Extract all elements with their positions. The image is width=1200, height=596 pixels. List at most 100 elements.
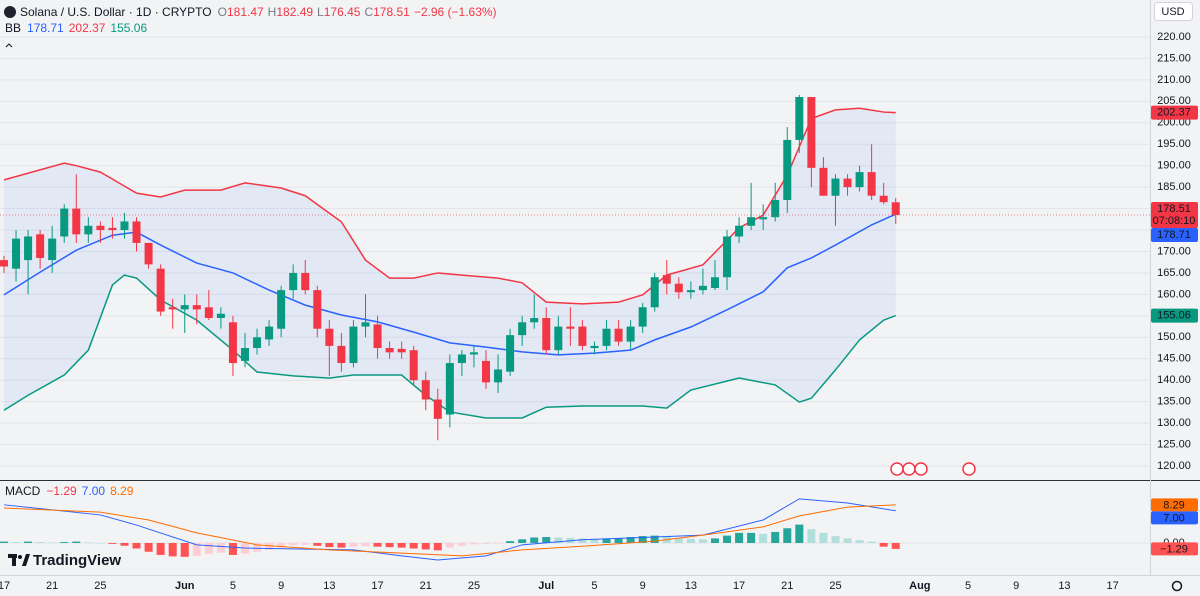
histogram-bar (301, 542, 310, 545)
currency-label: USD (1161, 6, 1184, 18)
histogram-bar (686, 538, 695, 543)
band-line (3, 107, 896, 305)
candle-body (397, 348, 406, 353)
logo-part (22, 554, 30, 566)
y-tick-label: 120.00 (1157, 460, 1191, 472)
x-tick-label: Jun (175, 580, 195, 592)
candle-body (325, 328, 334, 346)
candle-body (855, 172, 864, 188)
histogram-bar (204, 542, 213, 555)
histogram-bar (759, 533, 768, 543)
logo-part (12, 554, 16, 566)
histogram-bar (843, 538, 852, 543)
price-label: 155.06 (1157, 310, 1191, 322)
candle-body (216, 313, 225, 318)
histogram-bar (72, 541, 81, 543)
candle-body (891, 202, 900, 215)
candle-body (614, 328, 623, 342)
collapse-arrow[interactable] (5, 43, 13, 48)
histogram-bar (494, 542, 503, 544)
histogram-bar (674, 537, 683, 543)
candle-body (795, 97, 804, 140)
x-tick-label: 13 (685, 580, 697, 592)
event-flag[interactable] (902, 462, 916, 476)
candle-body (723, 236, 732, 278)
histogram-bar (253, 542, 262, 552)
histogram-bar (602, 538, 611, 543)
candle-body (0, 260, 8, 267)
candle-body (108, 227, 117, 231)
bb-value: 155.06 (110, 21, 147, 35)
quote-value: 176.45 (324, 5, 361, 19)
currency-button[interactable] (1154, 2, 1193, 21)
candle-body (445, 363, 454, 415)
histogram-bar (867, 541, 876, 543)
countdown: 07:08:10 (1153, 215, 1196, 227)
price-label: −1.29 (1160, 543, 1188, 555)
event-flag[interactable] (914, 462, 928, 476)
y-tick-label: 190.00 (1157, 160, 1191, 172)
settings-icon[interactable] (1171, 580, 1183, 592)
histogram-bar (735, 532, 744, 543)
histogram-bar (891, 542, 900, 549)
price-label: 178.71 (1157, 229, 1191, 241)
candle-body (421, 380, 430, 400)
macd-value: 7.00 (82, 484, 106, 498)
histogram-bar (385, 542, 394, 548)
histogram-bar (84, 542, 93, 544)
y-tick-label: 160.00 (1157, 288, 1191, 300)
histogram-bar (771, 531, 780, 543)
histogram-bar (819, 532, 828, 543)
price-label-box (1151, 498, 1198, 512)
candle-body (373, 324, 382, 349)
x-tick-label: 5 (591, 580, 597, 592)
event-flag[interactable] (962, 462, 976, 476)
histogram-bar (710, 538, 719, 543)
histogram-bar (120, 542, 129, 546)
candle-body (204, 307, 213, 318)
candle-body (566, 326, 575, 329)
histogram-bar (156, 542, 165, 555)
quote-label: H (268, 5, 277, 19)
y-tick-label: 125.00 (1157, 438, 1191, 450)
macd-line (3, 504, 896, 557)
candle-body (337, 345, 346, 364)
x-tick-label: 17 (733, 580, 745, 592)
histogram-bar (469, 542, 478, 545)
y-tick-label: 220.00 (1157, 31, 1191, 43)
x-tick-label: 9 (640, 580, 646, 592)
histogram-bar (216, 542, 225, 553)
symbol-title: Solana / U.S. Dollar · 1D · CRYPTO (20, 5, 212, 19)
candle-body (265, 326, 274, 340)
histogram-bar (433, 542, 442, 551)
candle-body (349, 326, 358, 364)
histogram-bar (482, 542, 491, 544)
bb-value: 178.71 (27, 21, 64, 35)
candle-body (240, 348, 249, 361)
histogram-bar (578, 538, 587, 543)
quote-value: 178.51 (373, 5, 410, 19)
histogram-bar (60, 542, 69, 543)
candle-body (578, 326, 587, 346)
x-tick-label: Jul (538, 580, 554, 592)
candle-body (361, 322, 370, 327)
price-label: 202.37 (1157, 107, 1191, 119)
candle-body (674, 283, 683, 293)
candle-body (602, 328, 611, 346)
x-tick-label: 5 (230, 580, 236, 592)
candle-body (662, 275, 671, 284)
x-tick-label: 21 (46, 580, 58, 592)
histogram-bar (638, 536, 647, 543)
histogram-bar (421, 542, 430, 550)
price-label-box (1151, 201, 1198, 228)
x-tick-label: 25 (468, 580, 480, 592)
bb-value: 202.37 (69, 21, 106, 35)
plot-layer: 120.00 125.00 130.00 135.00 140.00 145.00 150.… (0, 31, 1198, 592)
y-tick-label: 165.00 (1157, 267, 1191, 279)
event-flag[interactable] (890, 462, 904, 476)
bb-legend: BB 178.71 202.37 155.06 (5, 21, 147, 35)
candle-body (518, 322, 527, 336)
price-label-box (1151, 542, 1198, 556)
candle-body (385, 348, 394, 353)
